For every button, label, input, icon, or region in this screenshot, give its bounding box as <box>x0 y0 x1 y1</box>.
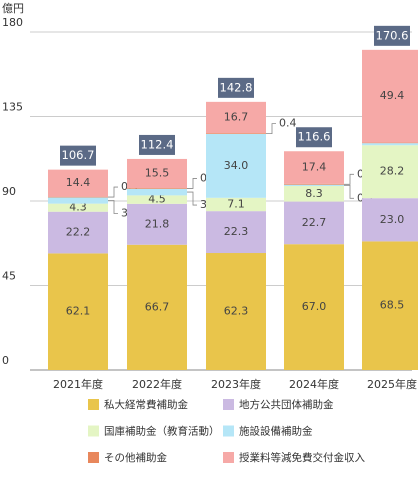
bar-segment <box>284 184 344 186</box>
total-label: 112.4 <box>141 137 174 151</box>
total-label: 106.7 <box>62 148 95 162</box>
bar-segment <box>362 198 418 242</box>
value-label: 62.3 <box>224 305 249 318</box>
total-box <box>296 127 332 148</box>
legend-label: 私大経常費補助金 <box>104 398 188 411</box>
value-label: 23.0 <box>380 213 405 226</box>
value-label: 14.4 <box>66 176 91 189</box>
legend-label: 地方公共団体補助金 <box>239 398 334 411</box>
bar-segment <box>284 151 344 184</box>
bar-segment <box>206 211 266 254</box>
bar-segment <box>48 197 108 204</box>
bar-segment <box>206 133 266 134</box>
value-label: 22.7 <box>302 216 327 229</box>
legend-label: 国庫補助金（教育活動） <box>104 425 220 438</box>
total-label: 170.6 <box>376 28 409 42</box>
bar-segment <box>48 169 108 197</box>
leader-line <box>187 191 197 206</box>
legend-label: 授業料等減免費交付金収入 <box>239 451 365 464</box>
leader-line <box>187 178 197 189</box>
value-label: 15.5 <box>145 166 170 179</box>
total-box <box>139 134 175 155</box>
legend-swatch <box>88 452 99 463</box>
value-label: 16.7 <box>224 111 249 124</box>
y-tick-label: 135 <box>2 101 23 114</box>
y-tick-label: 180 <box>2 16 23 29</box>
value-label: 67.0 <box>302 300 327 313</box>
legend-swatch <box>88 399 99 410</box>
value-label: 28.2 <box>380 165 405 178</box>
value-label: 34.0 <box>224 159 249 172</box>
bar-segment <box>284 185 344 202</box>
value-label: 4.3 <box>69 201 87 214</box>
bar-segment <box>127 188 187 196</box>
value-label: 22.3 <box>224 225 249 238</box>
bar-segment <box>362 145 418 199</box>
total-box <box>60 145 96 166</box>
y-unit: 億円 <box>2 2 24 15</box>
y-tick-label: 90 <box>2 185 16 198</box>
bar-segment <box>206 253 266 370</box>
bar-segment <box>362 142 418 144</box>
x-tick-label: 2022年度 <box>132 377 182 391</box>
bar-segment <box>127 244 187 370</box>
bar-segment <box>284 201 344 245</box>
y-tick-label: 45 <box>2 270 16 283</box>
bar-segment <box>127 188 187 189</box>
legend-swatch <box>223 425 234 437</box>
x-tick-label: 2025年度 <box>367 377 417 391</box>
value-label: 0.4 <box>279 117 297 130</box>
legend-swatch <box>88 425 99 437</box>
value-label: 4.5 <box>148 193 166 206</box>
total-label: 116.6 <box>298 130 331 144</box>
bar-segment <box>284 183 344 185</box>
bar-segment <box>48 211 108 254</box>
bar-segment <box>206 101 266 134</box>
bar-segment <box>284 244 344 370</box>
x-tick-label: 2021年度 <box>53 377 103 391</box>
bar-segment <box>127 158 187 189</box>
bar-segment <box>362 143 418 146</box>
leader-line <box>108 200 118 214</box>
x-tick-label: 2023年度 <box>211 377 261 391</box>
leader-line <box>266 123 276 134</box>
leader-line <box>344 173 354 185</box>
legend-swatch <box>223 399 234 410</box>
x-tick-label: 2024年度 <box>289 377 339 391</box>
value-label: 8.3 <box>305 187 323 200</box>
legend-label: 施設設備補助金 <box>239 425 313 438</box>
bar-segment <box>48 196 108 198</box>
bar-segment <box>127 195 187 204</box>
value-label: 62.1 <box>66 305 91 318</box>
bar-segment <box>206 133 266 198</box>
bar-segment <box>127 203 187 245</box>
bar-segment <box>362 49 418 143</box>
legend-label: その他補助金 <box>104 451 167 464</box>
bar-segment <box>362 241 418 370</box>
total-box <box>374 25 410 46</box>
bar-segment <box>48 203 108 212</box>
value-label: 68.5 <box>380 299 405 312</box>
value-label: 7.1 <box>227 197 245 210</box>
value-label: 49.4 <box>380 89 405 102</box>
leader-line <box>108 186 118 198</box>
value-label: 22.2 <box>66 226 91 239</box>
total-label: 142.8 <box>220 80 253 94</box>
bar-segment <box>48 253 108 370</box>
bar-segment <box>206 197 266 212</box>
leader-line <box>344 184 354 199</box>
value-label: 66.7 <box>145 300 170 313</box>
y-tick-label: 0 <box>2 354 9 367</box>
legend-swatch <box>223 452 234 463</box>
value-label: 17.4 <box>302 161 327 174</box>
value-label: 21.8 <box>145 217 170 230</box>
total-box <box>218 77 254 98</box>
